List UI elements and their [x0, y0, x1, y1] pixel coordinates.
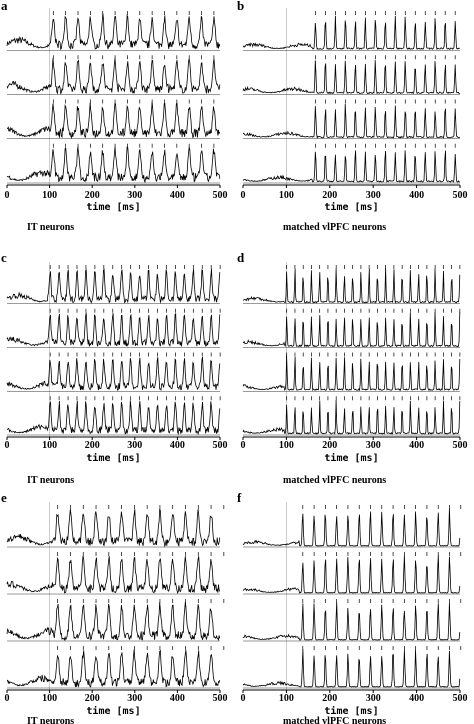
trace: [6, 101, 221, 139]
panel-caption: IT neurons: [27, 475, 74, 486]
panel-caption: matched vlPFC neurons: [283, 716, 386, 724]
x-tick-label: 0: [241, 190, 246, 201]
x-tick-label: 500: [213, 440, 228, 451]
x-tick-label: 100: [279, 693, 294, 704]
x-tick-label: 200: [322, 693, 337, 704]
panel-caption: IT neurons: [27, 716, 74, 724]
x-axis-label: time [ms]: [86, 201, 140, 213]
x-tick-label: 300: [366, 693, 381, 704]
trace: [6, 601, 221, 642]
trace: [6, 649, 221, 688]
x-tick-label: 400: [170, 440, 185, 451]
panel: d 0 100 200 300 400 500 time [ms] matched vlPFC …: [237, 250, 468, 486]
trace: [6, 58, 221, 95]
trace: [6, 312, 221, 347]
trace: [242, 267, 461, 304]
x-tick-label: 500: [453, 440, 468, 451]
x-tick-label: 0: [5, 440, 10, 451]
panel-caption: matched vlPFC neurons: [283, 222, 386, 233]
x-tick-label: 500: [213, 190, 228, 201]
x-tick-label: 100: [42, 693, 57, 704]
panel: c 0 100 200 300 400 500 time [ms] IT neurons: [1, 250, 228, 486]
x-tick-label: 100: [42, 440, 57, 451]
x-tick-label: 400: [409, 693, 424, 704]
x-tick-label: 100: [279, 190, 294, 201]
trace: [6, 268, 221, 304]
x-tick-label: 200: [322, 440, 337, 451]
trace: [6, 508, 221, 548]
x-tick-label: 0: [5, 190, 10, 201]
trace: [6, 13, 221, 51]
trace: [242, 508, 461, 547]
x-tick-label: 400: [170, 190, 185, 201]
trace: [242, 649, 461, 688]
trace: [242, 399, 461, 435]
panel-caption: IT neurons: [27, 222, 74, 233]
trace: [242, 150, 460, 183]
x-tick-label: 300: [366, 440, 381, 451]
panel-label: c: [1, 250, 7, 265]
panel-label: b: [237, 0, 244, 13]
panel: e 0 100 200 300 400 500 time [ms] IT neurons: [1, 490, 228, 724]
panel-label: a: [1, 0, 8, 13]
x-axis-label: time [ms]: [324, 705, 378, 717]
trace: [242, 311, 461, 348]
x-tick-label: 400: [409, 440, 424, 451]
trace: [6, 555, 221, 595]
x-tick-label: 0: [241, 440, 246, 451]
x-tick-label: 500: [453, 190, 468, 201]
panel-label: f: [237, 490, 242, 505]
panel-label: e: [1, 490, 7, 505]
panel: b 0 100 200 300 400 500 time [ms] matched vlPFC …: [237, 0, 468, 233]
x-tick-label: 100: [42, 190, 57, 201]
x-axis-label: time [ms]: [324, 201, 378, 213]
x-tick-label: 500: [213, 693, 228, 704]
trace: [242, 355, 461, 392]
trace: [6, 400, 221, 436]
trace: [242, 602, 461, 641]
x-tick-label: 200: [85, 440, 100, 451]
x-tick-label: 200: [322, 190, 337, 201]
x-tick-label: 300: [366, 190, 381, 201]
x-tick-label: 300: [127, 190, 142, 201]
trace: [242, 60, 460, 95]
panel: a 0 100 200 300 400 500 time [ms] IT neurons: [1, 0, 228, 233]
x-tick-label: 0: [5, 693, 10, 704]
x-tick-label: 100: [279, 440, 294, 451]
x-tick-label: 400: [170, 693, 185, 704]
trace: [6, 146, 221, 184]
x-tick-label: 300: [127, 693, 142, 704]
x-tick-label: 400: [409, 190, 424, 201]
panel: f 0 100 200 300 400 500 time [ms]matched vlPFC …: [237, 490, 468, 724]
x-tick-label: 200: [85, 190, 100, 201]
trace: [242, 555, 461, 594]
trace: [242, 103, 461, 139]
x-tick-label: 200: [85, 693, 100, 704]
trace: [242, 15, 460, 51]
panel-caption: matched vlPFC neurons: [283, 475, 386, 486]
x-axis-label: time [ms]: [324, 452, 378, 464]
x-tick-label: 500: [453, 693, 468, 704]
x-tick-label: 300: [127, 440, 142, 451]
trace: [6, 356, 221, 392]
panel-label: d: [237, 250, 245, 265]
x-axis-label: time [ms]: [86, 452, 140, 464]
x-axis-label: time [ms]: [86, 705, 140, 717]
x-tick-label: 0: [241, 693, 246, 704]
